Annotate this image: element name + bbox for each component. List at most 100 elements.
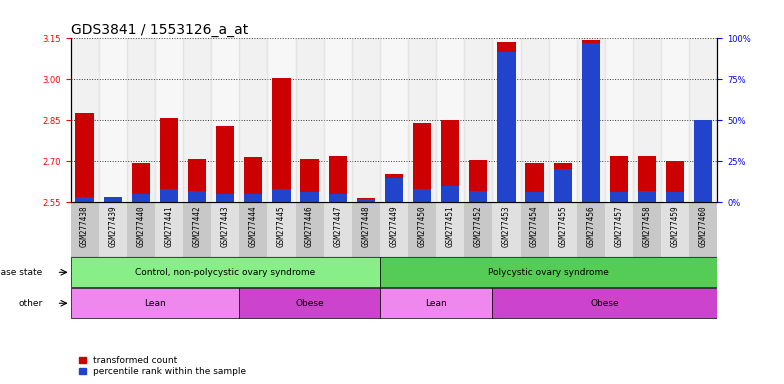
Text: GSM277442: GSM277442 [193,205,201,247]
Bar [582,40,600,202]
Bar [357,198,375,202]
Bar [525,192,544,202]
Text: Polycystic ovary syndrome: Polycystic ovary syndrome [488,268,609,277]
Bar [272,189,291,202]
Bar [103,198,122,202]
Bar [296,202,324,257]
Bar [441,186,459,202]
Text: GSM277449: GSM277449 [390,205,398,247]
Bar [71,202,99,257]
Bar [610,156,628,202]
Bar [71,257,380,287]
Text: Obese: Obese [590,299,619,308]
Bar [441,120,459,202]
Bar [521,38,549,202]
Bar [99,202,127,257]
Bar [239,38,267,202]
Bar [497,43,516,202]
Bar [328,194,347,202]
Bar [216,126,234,202]
Bar [492,288,717,318]
Bar [188,191,206,202]
Bar [272,78,291,202]
Bar [689,38,717,202]
Bar [239,288,380,318]
Bar [582,43,600,202]
Bar [103,197,122,202]
Bar [689,202,717,257]
Bar [357,199,375,202]
Text: GSM277456: GSM277456 [586,205,595,247]
Bar [380,38,408,202]
Text: GSM277457: GSM277457 [615,205,623,247]
Bar [300,159,319,202]
Bar [666,161,684,202]
Bar [188,159,206,202]
Bar [71,288,239,318]
Bar [127,202,155,257]
Text: GSM277445: GSM277445 [277,205,286,247]
Text: Control, non-polycystic ovary syndrome: Control, non-polycystic ovary syndrome [135,268,315,277]
Bar [554,163,572,202]
Bar [75,197,94,202]
Bar [99,38,127,202]
Bar [694,120,713,202]
Bar [183,202,211,257]
Bar [549,38,577,202]
Bar [577,38,605,202]
Text: GSM277438: GSM277438 [80,205,89,247]
Text: GSM277451: GSM277451 [445,205,455,247]
Text: GSM277447: GSM277447 [333,205,343,247]
Bar [211,38,239,202]
Text: GSM277450: GSM277450 [418,205,426,247]
Bar [385,178,403,202]
Legend: transformed count, percentile rank within the sample: transformed count, percentile rank withi… [75,353,250,379]
Text: GSM277458: GSM277458 [643,205,652,247]
Bar [521,202,549,257]
Bar [436,38,464,202]
Bar [216,194,234,202]
Bar [183,38,211,202]
Bar [380,257,717,287]
Bar [661,38,689,202]
Bar [469,191,488,202]
Bar [549,202,577,257]
Bar [155,38,183,202]
Bar [324,202,352,257]
Bar [605,38,633,202]
Text: GSM277439: GSM277439 [108,205,118,247]
Bar [132,194,150,202]
Bar [633,202,661,257]
Text: Lean: Lean [144,299,165,308]
Bar [71,38,99,202]
Bar [385,174,403,202]
Bar [633,38,661,202]
Bar [554,169,572,202]
Bar [244,157,263,202]
Bar [610,192,628,202]
Bar [408,38,436,202]
Text: Lean: Lean [425,299,447,308]
Bar [160,189,178,202]
Text: GSM277459: GSM277459 [670,205,680,247]
Bar [75,114,94,202]
Text: GSM277455: GSM277455 [558,205,567,247]
Bar [211,202,239,257]
Bar [694,122,713,202]
Text: disease state: disease state [0,268,42,277]
Bar [324,38,352,202]
Bar [267,202,296,257]
Bar [380,288,492,318]
Bar [132,163,150,202]
Bar [244,194,263,202]
Bar [605,202,633,257]
Bar [160,118,178,202]
Bar [239,202,267,257]
Text: GSM277446: GSM277446 [305,205,314,247]
Bar [300,192,319,202]
Bar [666,192,684,202]
Bar [638,191,656,202]
Text: Obese: Obese [296,299,324,308]
Text: GDS3841 / 1553126_a_at: GDS3841 / 1553126_a_at [71,23,248,37]
Bar [577,202,605,257]
